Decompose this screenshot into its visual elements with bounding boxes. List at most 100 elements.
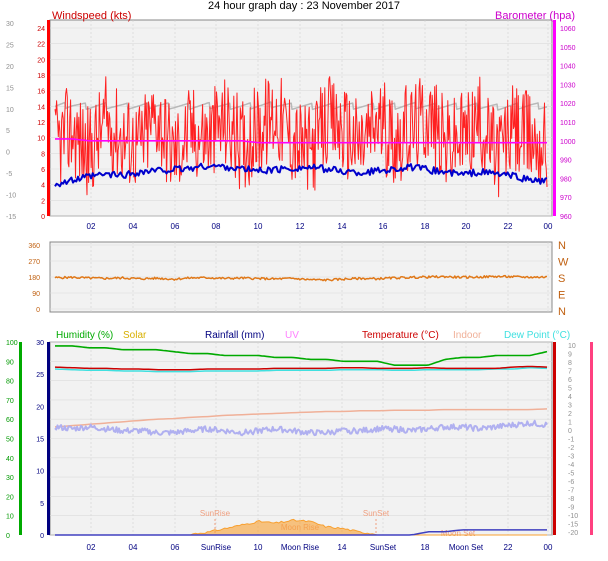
wind-axis-label: Windspeed (kts) bbox=[52, 10, 131, 22]
legend-entry: UV bbox=[285, 330, 299, 341]
x-tick-label: Moon Rise bbox=[281, 543, 320, 552]
outer-tick-label: 15 bbox=[6, 85, 14, 92]
temp-axis-bar bbox=[553, 342, 556, 535]
legend-entry: Temperature (°C) bbox=[362, 330, 439, 341]
temp-tick-label: 2 bbox=[568, 411, 572, 418]
rain-tick-label: 10 bbox=[36, 469, 44, 476]
wind-tick-label: 18 bbox=[37, 73, 45, 80]
x-tick-label: 04 bbox=[129, 222, 138, 231]
wind-tick-label: 10 bbox=[37, 136, 45, 143]
x-tick-label: 12 bbox=[296, 222, 305, 231]
temp-tick-label: 9 bbox=[568, 352, 572, 359]
humidity-tick-label: 60 bbox=[6, 417, 14, 424]
temperature-series-line bbox=[54, 365, 548, 371]
baro-tick-label: 1020 bbox=[560, 101, 576, 108]
compass-label: N bbox=[558, 306, 566, 318]
rain-tick-label: 25 bbox=[36, 372, 44, 379]
humidity-tick-label: 20 bbox=[6, 494, 14, 501]
temp-tick-label: 6 bbox=[568, 377, 572, 384]
rainfall-series-line bbox=[55, 529, 547, 536]
outer-tick-label: 0 bbox=[6, 150, 10, 157]
temp-tick-label: -8 bbox=[568, 496, 574, 503]
temp-tick-label: 1 bbox=[568, 420, 572, 427]
outer-tick-label: 10 bbox=[6, 107, 14, 114]
wind-tick-label: 2 bbox=[41, 198, 45, 205]
humidity-tick-label: 10 bbox=[6, 514, 14, 521]
x-tick-label: Moon Set bbox=[449, 543, 484, 552]
outer-tick-label: 25 bbox=[6, 42, 14, 49]
x-tick-label: 10 bbox=[254, 222, 263, 231]
temp-tick-label: 7 bbox=[568, 369, 572, 376]
humidity-axis-bar bbox=[19, 342, 22, 535]
x-tick-label: 00 bbox=[544, 222, 553, 231]
humidity-tick-label: 100 bbox=[6, 340, 18, 347]
baro-tick-label: 970 bbox=[560, 195, 572, 202]
dew-point-series-line bbox=[54, 367, 548, 373]
outer-tick-label: -5 bbox=[6, 171, 12, 178]
temp-tick-label: -3 bbox=[568, 454, 574, 461]
wind-tick-label: 12 bbox=[37, 120, 45, 127]
wind-tick-label: 16 bbox=[37, 89, 45, 96]
legend-entry: Solar bbox=[123, 330, 147, 341]
x-tick-label: SunSet bbox=[370, 543, 397, 552]
sun-moon-annotation: SunRise bbox=[200, 509, 231, 518]
x-tick-label: 16 bbox=[379, 222, 388, 231]
humidity-tick-label: 50 bbox=[6, 437, 14, 444]
rain-tick-label: 5 bbox=[40, 501, 44, 508]
legend-entry: Humidity (%) bbox=[56, 330, 113, 341]
rain-tick-label: 30 bbox=[36, 340, 44, 347]
baro-tick-label: 960 bbox=[560, 214, 572, 221]
x-tick-label: 00 bbox=[544, 543, 553, 552]
dir-tick-label: 0 bbox=[36, 307, 40, 314]
humidity-tick-label: 90 bbox=[6, 359, 14, 366]
rain-axis-bar bbox=[47, 342, 50, 535]
temp-tick-label: -4 bbox=[568, 462, 574, 469]
indoor-series-line bbox=[54, 408, 548, 428]
temp-tick-label: -15 bbox=[568, 522, 578, 529]
temp-outer-axis-bar bbox=[590, 342, 593, 535]
humidity-series-line bbox=[55, 345, 548, 367]
x-tick-label: SunRise bbox=[201, 543, 232, 552]
wind-tick-label: 24 bbox=[37, 26, 45, 33]
temp-tick-label: -20 bbox=[568, 530, 578, 537]
humidity-tick-label: 40 bbox=[6, 456, 14, 463]
baro-tick-label: 990 bbox=[560, 158, 572, 165]
compass-label: N bbox=[558, 240, 566, 252]
compass-label: E bbox=[558, 290, 565, 302]
temp-tick-label: -2 bbox=[568, 445, 574, 452]
temp-tick-label: -5 bbox=[568, 471, 574, 478]
baro-tick-label: 1010 bbox=[560, 120, 576, 127]
outer-tick-label: 5 bbox=[6, 128, 10, 135]
temp-tick-label: 5 bbox=[568, 386, 572, 393]
chart-title: 24 hour graph day : 23 November 2017 bbox=[207, 0, 401, 12]
x-tick-label: 18 bbox=[421, 543, 430, 552]
mauve-series-line bbox=[54, 419, 548, 437]
temp-tick-label: -9 bbox=[568, 505, 574, 512]
baro-tick-label: 1060 bbox=[560, 26, 576, 33]
baro-tick-label: 1040 bbox=[560, 64, 576, 71]
temp-tick-label: 4 bbox=[568, 394, 572, 401]
x-tick-label: 02 bbox=[87, 543, 96, 552]
wind-tick-label: 8 bbox=[41, 151, 45, 158]
temp-tick-label: -7 bbox=[568, 488, 574, 495]
outer-tick-label: -15 bbox=[6, 214, 16, 221]
dir-tick-label: 360 bbox=[28, 243, 40, 250]
baro-axis-bar bbox=[553, 20, 556, 216]
dir-tick-label: 90 bbox=[32, 291, 40, 298]
humidity-tick-label: 0 bbox=[6, 533, 10, 540]
x-tick-label: 20 bbox=[462, 222, 471, 231]
baro-tick-label: 1050 bbox=[560, 45, 576, 52]
outer-tick-label: -10 bbox=[6, 193, 16, 200]
compass-label: S bbox=[558, 273, 565, 285]
outer-tick-label: 20 bbox=[6, 64, 14, 71]
sun-moon-annotation: Moon Set bbox=[441, 529, 476, 538]
rain-tick-label: 20 bbox=[36, 404, 44, 411]
rain-tick-label: 15 bbox=[36, 437, 44, 444]
temp-tick-label: 0 bbox=[568, 428, 572, 435]
humidity-tick-label: 80 bbox=[6, 379, 14, 386]
humidity-tick-label: 70 bbox=[6, 398, 14, 405]
wind-tick-label: 22 bbox=[37, 42, 45, 49]
baro-tick-label: 980 bbox=[560, 176, 572, 183]
